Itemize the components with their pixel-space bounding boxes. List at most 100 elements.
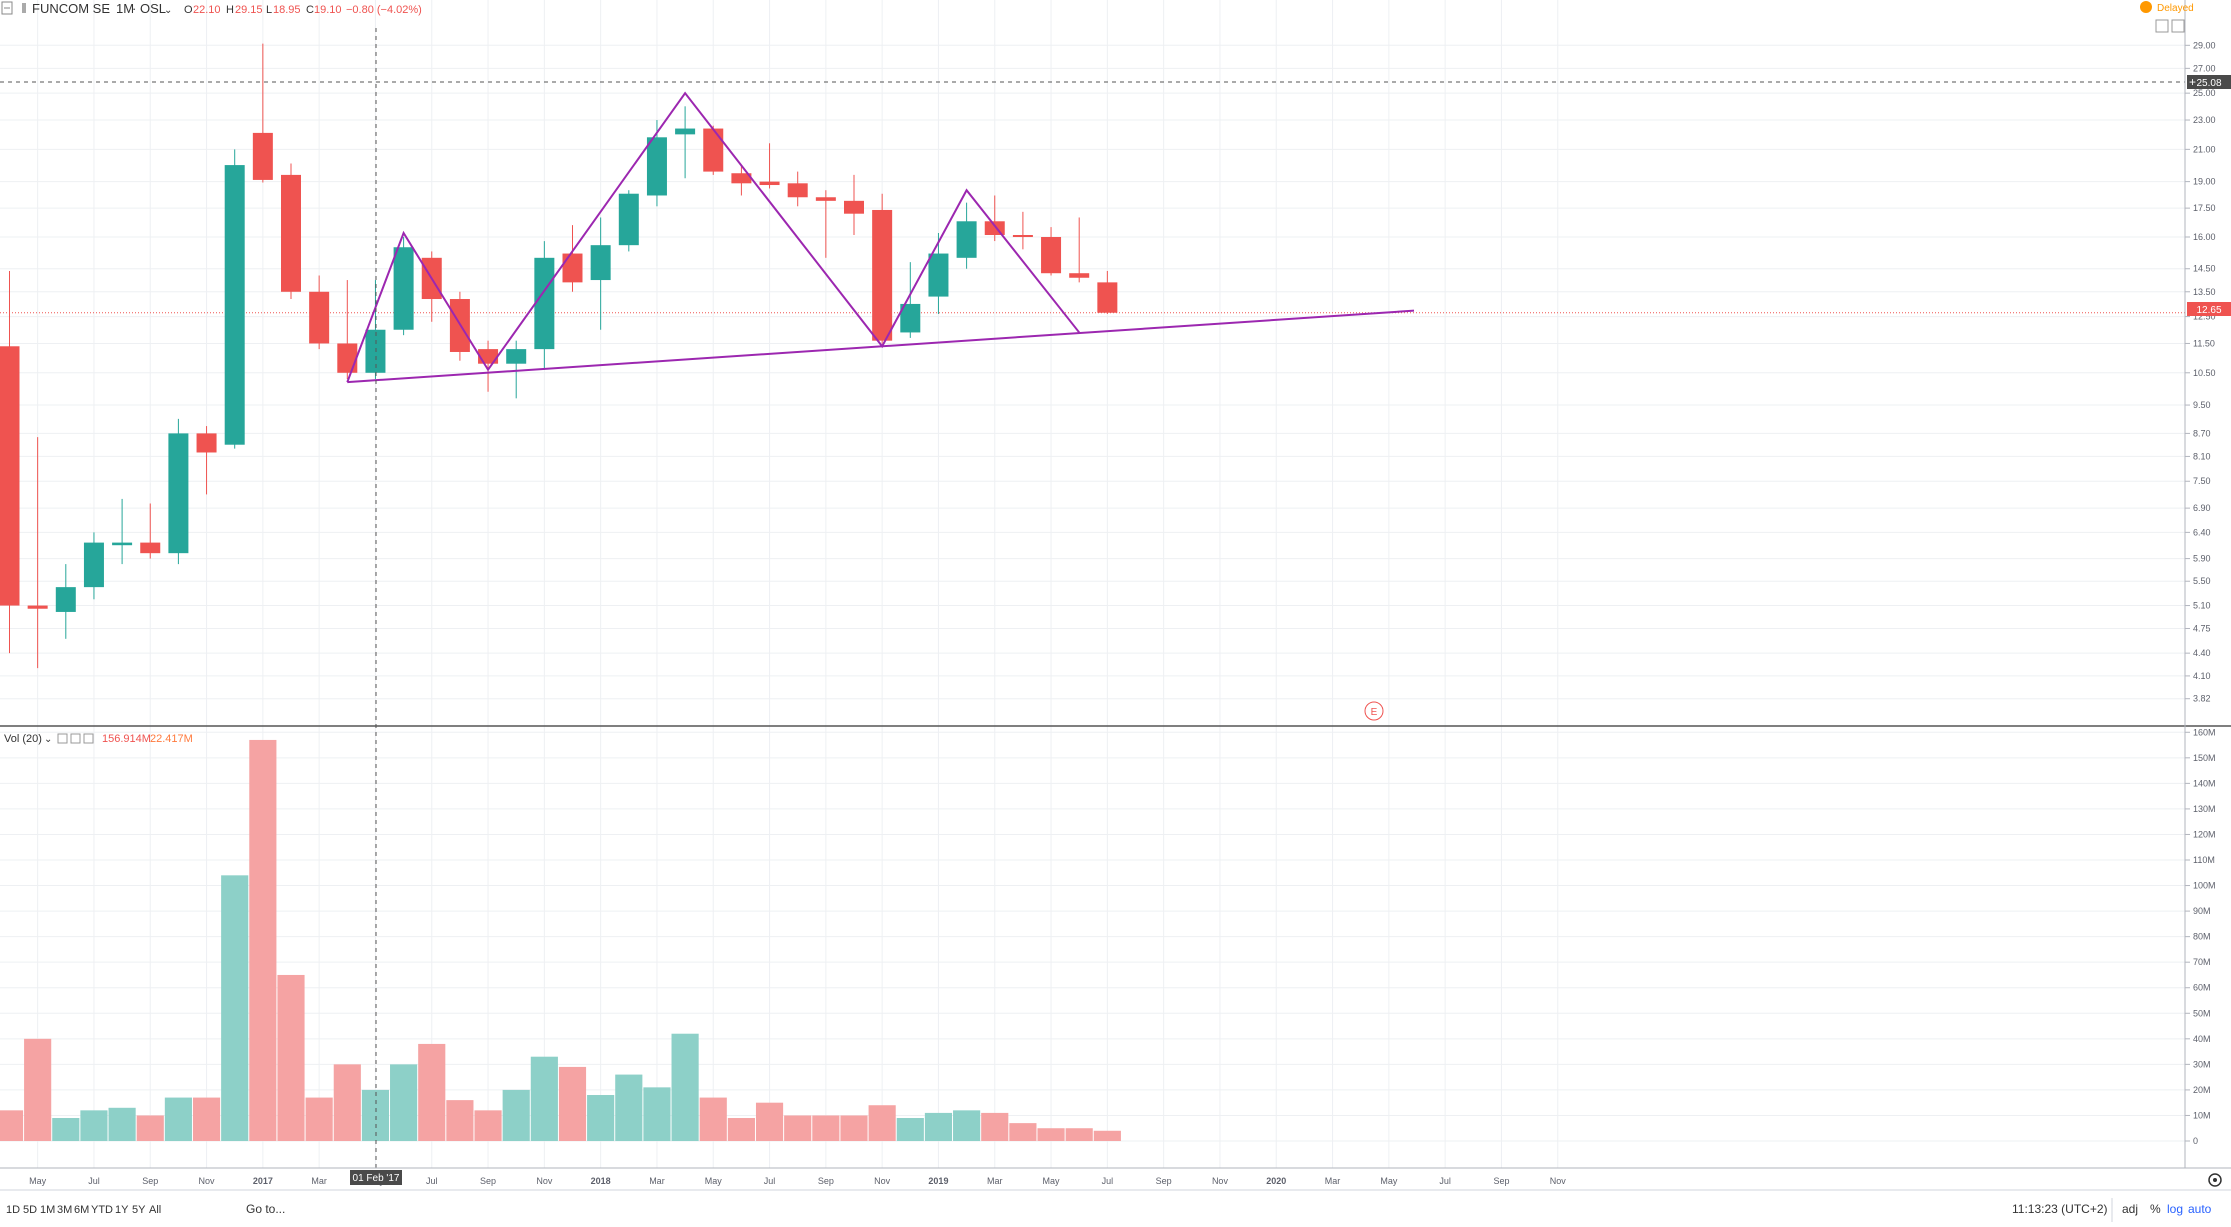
grid (0, 0, 2185, 1168)
gear-icon[interactable] (70, 733, 81, 744)
price-tick-label: 16.00 (2193, 232, 2216, 242)
candle-body (55, 587, 76, 612)
range-button-5y[interactable]: 5Y (132, 1204, 146, 1216)
price-tick-label: 5.90 (2193, 554, 2211, 564)
volume-tick-label: 0 (2193, 1136, 2198, 1146)
percent-toggle[interactable]: % (2150, 1202, 2161, 1216)
time-tick-label: May (1043, 1176, 1061, 1186)
cursor-date-label: 01 Feb '17 (350, 1170, 402, 1185)
cursor-price-text: 25.08 (2196, 78, 2221, 89)
lock-icon[interactable] (2171, 19, 2185, 33)
plus-icon[interactable]: + (2189, 75, 2196, 89)
candle-body (928, 253, 949, 297)
chevron-down-icon[interactable]: ⌄ (164, 5, 172, 16)
time-tick-label: Nov (199, 1176, 216, 1186)
cursor-price-label: 25.08 (2187, 75, 2231, 89)
range-button-ytd[interactable]: YTD (91, 1204, 113, 1216)
clock-time: 11:13:23 (UTC+2) (2012, 1202, 2108, 1216)
time-tick-label: Sep (142, 1176, 158, 1186)
price-tick-label: 11.50 (2193, 338, 2215, 348)
price-tick-label: 23.00 (2193, 115, 2216, 125)
price-tick-label: 4.75 (2193, 623, 2211, 633)
last-price-text: 12.65 (2196, 305, 2221, 316)
close-label: C (306, 4, 314, 16)
open-value: 22.10 (193, 4, 221, 16)
volume-bar (446, 1100, 474, 1141)
price-tick-label: 3.82 (2193, 694, 2211, 704)
candle-body (956, 221, 977, 258)
range-button-3m[interactable]: 3M (57, 1204, 72, 1216)
price-tick-label: 5.10 (2193, 601, 2211, 611)
range-button-1y[interactable]: 1Y (115, 1204, 129, 1216)
goto-button[interactable]: Go to... (246, 1202, 285, 1216)
volume-bar (361, 1089, 390, 1141)
adj-toggle[interactable]: adj (2122, 1202, 2138, 1216)
low-label: L (266, 4, 272, 16)
time-tick-label: Sep (1493, 1176, 1509, 1186)
volume-tick-label: 20M (2193, 1085, 2211, 1095)
range-button-all[interactable]: All (149, 1204, 161, 1216)
candle-body (900, 303, 921, 333)
price-tick-label: 6.40 (2193, 527, 2211, 537)
volume-bar (784, 1115, 812, 1141)
pattern-zigzag (346, 91, 1080, 383)
volume-tick-label: 130M (2193, 804, 2216, 814)
time-tick-label: Nov (1212, 1176, 1229, 1186)
auto-toggle[interactable]: auto (2188, 1202, 2212, 1216)
log-toggle[interactable]: log (2167, 1202, 2183, 1216)
candle-body (1012, 235, 1033, 238)
time-tick-label: May (1380, 1176, 1398, 1186)
candle-body (534, 257, 555, 350)
volume-tick-label: 10M (2193, 1110, 2211, 1120)
time-tick-label: Sep (480, 1176, 496, 1186)
symbol-name[interactable]: FUNCOM SE (32, 1, 110, 16)
cursor-date-text: 01 Feb '17 (353, 1173, 400, 1184)
high-value: 29.15 (235, 4, 263, 16)
time-tick-label: Sep (818, 1176, 834, 1186)
settings-small-icon[interactable] (2155, 19, 2169, 33)
earnings-marker[interactable]: E (1364, 701, 1384, 721)
volume-bar (643, 1087, 671, 1141)
range-button-6m[interactable]: 6M (74, 1204, 89, 1216)
price-tick-label: 8.10 (2193, 451, 2211, 461)
volume-bar (615, 1074, 643, 1141)
close-icon[interactable] (83, 733, 94, 744)
price-tick-label: 8.70 (2193, 428, 2211, 438)
volume-bar (755, 1102, 784, 1141)
volume-label[interactable]: Vol (20) (4, 733, 42, 745)
candle-body (252, 132, 273, 180)
price-tick-label: 4.10 (2193, 671, 2211, 681)
volume-bar (249, 739, 277, 1141)
candle-body (140, 542, 161, 554)
price-tick-label: 27.00 (2193, 63, 2216, 73)
range-button-5d[interactable]: 5D (23, 1204, 37, 1216)
volume-bars (0, 739, 1121, 1141)
volume-bar (24, 1038, 52, 1141)
volume-bar (981, 1112, 1009, 1141)
interval-label[interactable]: 1M (116, 1, 134, 16)
volume-bar (305, 1097, 333, 1141)
eye-icon[interactable] (57, 733, 68, 744)
price-tick-label: 14.50 (2193, 264, 2216, 274)
range-button-1d[interactable]: 1D (6, 1204, 20, 1216)
range-button-1m[interactable]: 1M (40, 1204, 55, 1216)
candle-body (506, 349, 527, 364)
delayed-badge[interactable]: Delayed (2140, 1, 2194, 14)
high-label: H (226, 4, 234, 16)
time-tick-label: Nov (874, 1176, 891, 1186)
price-tick-label: 9.50 (2193, 400, 2211, 410)
volume-bar (812, 1115, 840, 1141)
chevron-down-icon[interactable]: ⌄ (44, 734, 52, 745)
exchange-label[interactable]: OSL (140, 1, 166, 16)
volume-tick-label: 100M (2193, 881, 2216, 891)
volume-bar (530, 1056, 558, 1141)
time-tick-label: Jul (764, 1176, 776, 1186)
volume-bar (136, 1115, 164, 1141)
candle-body (1069, 273, 1090, 278)
candle-body (281, 174, 301, 292)
volume-bar (52, 1118, 80, 1141)
volume-bar (1065, 1128, 1093, 1141)
chart-settings-gear-icon[interactable] (2208, 1173, 2222, 1187)
collapse-icon[interactable] (1, 1, 13, 15)
